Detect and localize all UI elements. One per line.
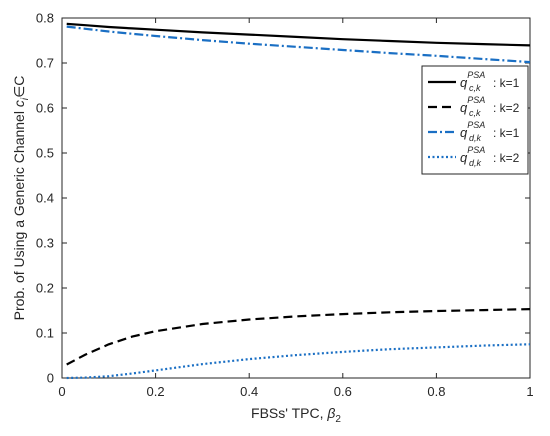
x-axis-label-text: FBSs' TPC, (251, 405, 327, 421)
x-axis-label: FBSs' TPC, β2 (251, 405, 341, 425)
x-tick-label: 0.8 (427, 384, 445, 399)
series-line-2 (66, 308, 531, 366)
x-axis-label-symbol: β (326, 405, 335, 421)
y-tick-label: 0.6 (36, 101, 54, 116)
legend-subscript: d,k (469, 158, 482, 168)
legend-label-2: qPSA c,k : k=2 (460, 95, 520, 118)
y-axis-label-tail: ∈C (11, 76, 27, 98)
axis-ticks: 0 0.2 0.4 0.6 0.8 1 0 0.1 0.2 0.3 0.4 0.5 0.6 0.7 0.8 (36, 11, 534, 400)
legend-label-4: qPSA d,k : k=2 (460, 145, 520, 168)
y-axis-label-sub: i (20, 97, 31, 100)
legend-label-3: qPSA d,k : k=1 (460, 120, 520, 143)
y-tick-label: 0.4 (36, 191, 54, 206)
legend-label-1: qPSA c,k : k=1 (460, 70, 520, 93)
y-tick-label: 0.5 (36, 146, 54, 161)
legend-symbol: q (460, 75, 468, 90)
y-tick-label: 0.1 (36, 326, 54, 341)
legend-k-label: : k=1 (493, 76, 520, 90)
y-tick-label: 0.3 (36, 236, 54, 251)
x-tick-label: 1 (526, 384, 533, 399)
x-tick-label: 0.4 (240, 384, 258, 399)
legend-symbol: q (460, 100, 468, 115)
x-tick-label: 0.2 (147, 384, 165, 399)
x-axis-label-sub: 2 (335, 414, 341, 425)
x-tick-label: 0.6 (334, 384, 352, 399)
y-tick-label: 0 (47, 371, 54, 386)
series-layer (66, 22, 531, 380)
legend-superscript: PSA (467, 120, 485, 130)
x-tick-label: 0 (58, 384, 65, 399)
y-tick-label: 0.7 (36, 56, 54, 71)
y-axis-label-text: Prob. of Using a Generic Channel (11, 107, 27, 320)
series-line-3 (66, 25, 531, 64)
y-tick-label: 0.2 (36, 281, 54, 296)
y-axis-label-symbol: c (11, 100, 27, 107)
legend-subscript: c,k (469, 108, 481, 118)
y-axis-label: Prob. of Using a Generic Channel ci∈C (11, 76, 31, 321)
series-line-1 (66, 22, 531, 47)
legend-symbol: q (460, 125, 468, 140)
series-line-4 (66, 343, 531, 380)
y-tick-label: 0.8 (36, 11, 54, 26)
legend-superscript: PSA (467, 145, 485, 155)
legend-subscript: d,k (469, 133, 482, 143)
legend-k-label: : k=2 (493, 151, 520, 165)
legend-symbol: q (460, 150, 468, 165)
legend-k-label: : k=1 (493, 126, 520, 140)
legend-k-label: : k=2 (493, 101, 520, 115)
legend-subscript: c,k (469, 83, 481, 93)
legend-superscript: PSA (467, 70, 485, 80)
legend-superscript: PSA (467, 95, 485, 105)
legend-box (421, 65, 529, 175)
